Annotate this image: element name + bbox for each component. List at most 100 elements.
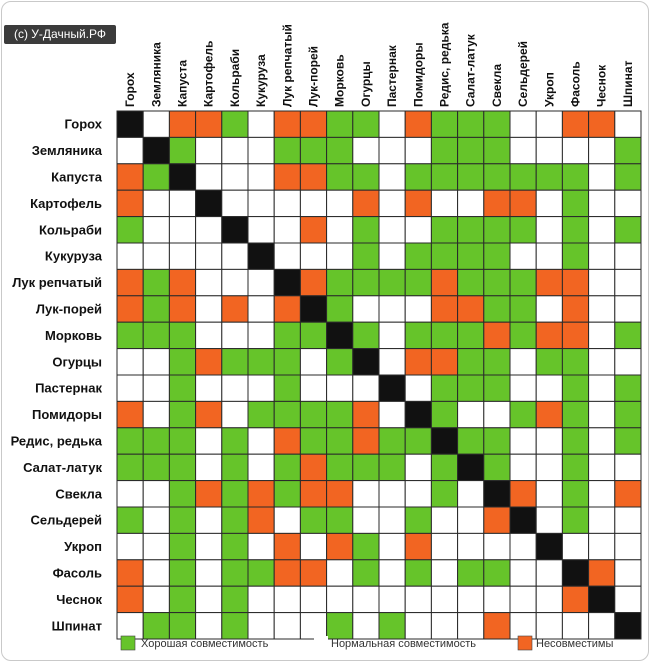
cell-11-3 <box>168 374 197 402</box>
cell-10-3 <box>168 348 197 376</box>
cell-16-11 <box>378 506 406 534</box>
cell-3-13 <box>430 163 459 191</box>
cell-19-12 <box>404 585 432 614</box>
cell-12-8 <box>299 400 328 429</box>
cell-2-18 <box>561 136 590 165</box>
cell-14-17 <box>535 453 563 482</box>
cell-13-10 <box>352 427 380 455</box>
cell-12-18 <box>561 400 590 429</box>
cell-13-6 <box>247 427 275 455</box>
cell-13-2 <box>142 427 170 455</box>
cell-14-10 <box>352 453 380 482</box>
cell-18-17 <box>535 559 563 587</box>
cell-18-18 <box>561 559 590 587</box>
cell-2-5 <box>221 136 249 165</box>
cell-17-16 <box>509 532 537 561</box>
cell-7-10 <box>352 268 380 297</box>
cell-13-12 <box>404 427 432 455</box>
cell-4-11 <box>378 189 406 218</box>
cell-7-13 <box>430 268 459 297</box>
cell-1-18 <box>561 110 590 138</box>
cell-18-20 <box>614 559 642 587</box>
row-label: Помидоры <box>32 407 102 422</box>
cell-9-8 <box>299 321 328 350</box>
cell-17-14 <box>457 532 485 561</box>
cell-5-11 <box>378 216 406 244</box>
row-label: Чеснок <box>56 592 102 607</box>
cell-5-18 <box>561 216 590 244</box>
cell-19-2 <box>142 585 170 614</box>
cell-20-8 <box>299 612 328 640</box>
cell-18-2 <box>142 559 170 587</box>
cell-19-13 <box>430 585 459 614</box>
cell-11-15 <box>483 374 511 402</box>
cell-17-12 <box>404 532 432 561</box>
cell-8-16 <box>509 295 537 323</box>
cell-5-20 <box>614 216 642 244</box>
cell-16-20 <box>614 506 642 534</box>
cell-17-11 <box>378 532 406 561</box>
cell-7-3 <box>168 268 197 297</box>
cell-8-13 <box>430 295 459 323</box>
legend-label-good: Хорошая совместимость <box>141 638 269 650</box>
cell-6-9 <box>326 242 354 270</box>
cell-3-11 <box>378 163 406 191</box>
cell-19-14 <box>457 585 485 614</box>
cell-9-18 <box>561 321 590 350</box>
cell-7-9 <box>326 268 354 297</box>
row-label: Редис, редька <box>11 434 103 449</box>
cell-3-16 <box>509 163 537 191</box>
legend-label-normal: Нормальная совместимость <box>331 638 476 650</box>
cell-20-18 <box>561 612 590 640</box>
cell-19-17 <box>535 585 563 614</box>
cell-15-18 <box>561 480 590 508</box>
cell-12-15 <box>483 400 511 429</box>
row-label: Картофель <box>30 196 102 211</box>
cell-15-3 <box>168 480 197 508</box>
cell-5-14 <box>457 216 485 244</box>
cell-13-4 <box>195 427 223 455</box>
cell-7-19 <box>588 268 616 297</box>
cell-17-10 <box>352 532 380 561</box>
cell-16-19 <box>588 506 616 534</box>
cell-10-15 <box>483 348 511 376</box>
cell-15-8 <box>299 480 328 508</box>
cell-11-18 <box>561 374 590 402</box>
cell-7-12 <box>404 268 432 297</box>
cell-16-5 <box>221 506 249 534</box>
cell-18-12 <box>404 559 432 587</box>
cell-16-7 <box>273 506 301 534</box>
cell-17-5 <box>221 532 249 561</box>
cell-20-17 <box>535 612 563 640</box>
cell-12-11 <box>378 400 406 429</box>
cell-8-2 <box>142 295 170 323</box>
cell-15-15 <box>483 480 511 508</box>
cell-12-17 <box>535 400 563 429</box>
cell-8-18 <box>561 295 590 323</box>
cell-1-5 <box>221 110 249 138</box>
cell-9-11 <box>378 321 406 350</box>
cell-14-7 <box>273 453 301 482</box>
cell-1-2 <box>142 110 170 138</box>
cell-18-9 <box>326 559 354 587</box>
cell-6-19 <box>588 242 616 270</box>
cell-18-7 <box>273 559 301 587</box>
cell-20-2 <box>142 612 170 640</box>
cell-14-12 <box>404 453 432 482</box>
cell-12-13 <box>430 400 459 429</box>
cell-18-15 <box>483 559 511 587</box>
cell-4-4 <box>195 189 223 218</box>
cell-4-5 <box>221 189 249 218</box>
cell-19-18 <box>561 585 590 614</box>
cell-9-1 <box>116 321 144 350</box>
cell-14-20 <box>614 453 642 482</box>
legend-label-bad: Несовместимы <box>536 638 613 650</box>
cell-5-12 <box>404 216 432 244</box>
cell-18-10 <box>352 559 380 587</box>
cell-9-7 <box>273 321 301 350</box>
row-label: Капуста <box>51 170 103 185</box>
cell-5-3 <box>168 216 197 244</box>
cell-1-7 <box>273 110 301 138</box>
cell-9-16 <box>509 321 537 350</box>
